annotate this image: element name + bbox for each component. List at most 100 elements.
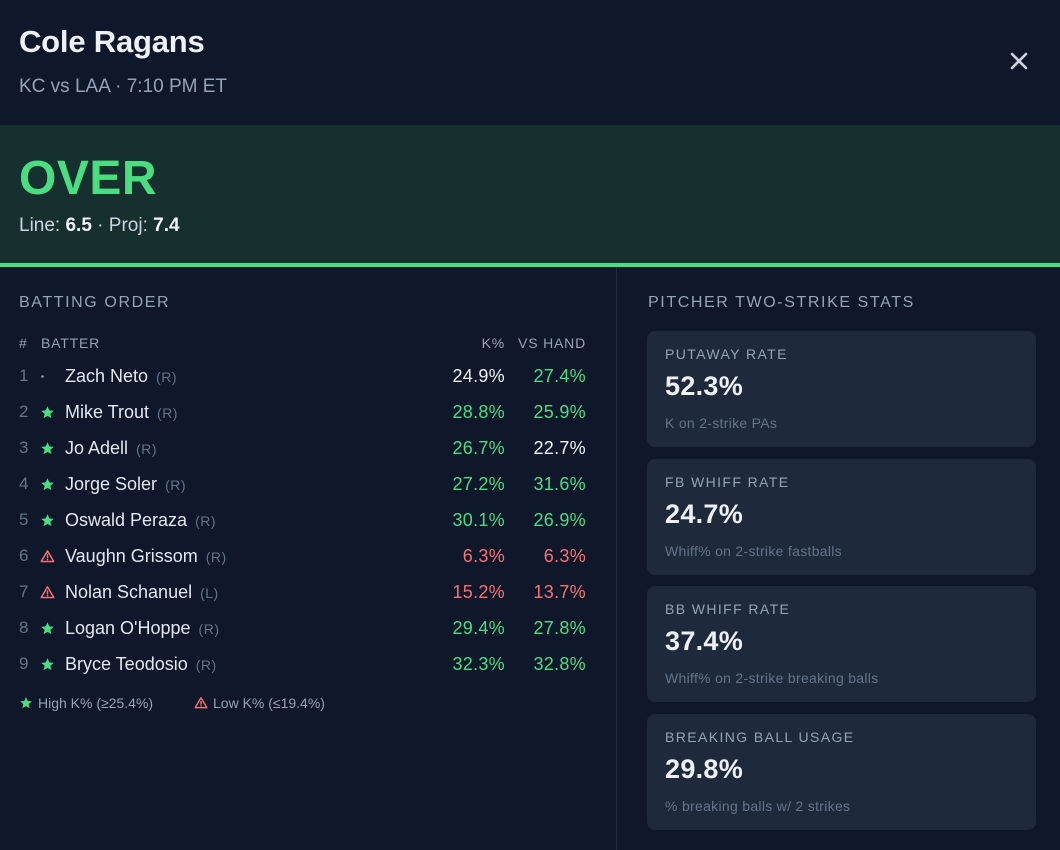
modal-header: Cole Ragans KC vs LAA · 7:10 PM ET	[0, 0, 1060, 125]
stat-label: PUTAWAY RATE	[665, 346, 788, 362]
vs-hand-rate: 26.9%	[533, 510, 586, 530]
k-rate: 24.9%	[452, 366, 505, 386]
batter-name: Bryce Teodosio	[65, 654, 188, 674]
batter-marker	[40, 621, 55, 636]
batter-hand: (R)	[205, 549, 227, 565]
verdict-line: Line: 6.5 · Proj: 7.4	[19, 215, 180, 237]
verdict-call: OVER	[19, 152, 158, 205]
table-row: 3 Jo Adell (R) 26.7% 22.7%	[0, 430, 616, 466]
verdict-banner: OVER Line: 6.5 · Proj: 7.4	[0, 125, 1060, 263]
batter-name: Nolan Schanuel	[65, 582, 193, 602]
k-rate: 30.1%	[452, 510, 505, 530]
vs-hand-rate: 25.9%	[533, 402, 586, 422]
vs-hand-rate: 32.8%	[533, 654, 586, 674]
batting-order-title: BATTING ORDER	[19, 294, 171, 311]
close-button[interactable]	[1004, 46, 1034, 76]
stat-label: BREAKING BALL USAGE	[665, 729, 855, 745]
legend-high-k: High K% (≥25.4%)	[19, 695, 153, 711]
col-header-num: #	[19, 335, 28, 351]
vs-hand-rate: 31.6%	[533, 474, 586, 494]
batter-name-cell: Oswald Peraza (R)	[65, 502, 216, 539]
k-rate: 15.2%	[452, 582, 505, 602]
col-header-k: K%	[481, 335, 505, 351]
proj-label: Proj:	[108, 215, 148, 236]
batter-marker	[40, 513, 55, 528]
table-row: 5 Oswald Peraza (R) 30.1% 26.9%	[0, 502, 616, 538]
proj-value: 7.4	[153, 215, 180, 236]
batting-position: 4	[19, 474, 29, 493]
batter-name-cell: Bryce Teodosio (R)	[65, 646, 217, 683]
dot-icon	[41, 375, 44, 378]
batter-name: Oswald Peraza	[65, 510, 188, 530]
pitcher-name: Cole Ragans	[19, 24, 205, 59]
star-icon	[41, 658, 54, 671]
panel-divider	[616, 267, 617, 850]
stat-label: BB WHIFF RATE	[665, 601, 791, 617]
verdict-separator: ·	[91, 215, 109, 236]
vs-hand-rate: 27.8%	[533, 618, 586, 638]
batter-marker	[40, 657, 55, 672]
k-rate: 27.2%	[452, 474, 505, 494]
batter-hand: (L)	[200, 585, 219, 601]
batter-hand: (R)	[198, 621, 220, 637]
table-row: 6 Vaughn Grissom (R) 6.3% 6.3%	[0, 538, 616, 574]
batter-hand: (R)	[195, 513, 216, 529]
table-row: 7 Nolan Schanuel (L) 15.2% 13.7%	[0, 574, 616, 610]
game-info: KC vs LAA · 7:10 PM ET	[19, 76, 228, 97]
batter-hand: (R)	[165, 477, 186, 493]
table-row: 2 Mike Trout (R) 28.8% 25.9%	[0, 394, 616, 430]
pitcher-stats-panel: PITCHER TWO-STRIKE STATS PUTAWAY RATE 52…	[617, 267, 1060, 850]
vs-hand-rate: 22.7%	[533, 438, 586, 458]
batter-name: Logan O'Hoppe	[65, 618, 191, 638]
batter-marker	[40, 585, 55, 600]
batting-position: 1	[19, 366, 29, 385]
close-icon	[1010, 52, 1028, 70]
batting-position: 3	[19, 438, 29, 457]
warning-icon	[40, 586, 55, 599]
batter-hand: (R)	[136, 441, 157, 457]
batter-hand: (R)	[195, 657, 217, 673]
table-row: 9 Bryce Teodosio (R) 32.3% 32.8%	[0, 646, 616, 682]
batter-name-cell: Mike Trout (R)	[65, 394, 178, 431]
stat-description: Whiff% on 2-strike fastballs	[665, 543, 842, 559]
col-header-vs-hand: VS HAND	[518, 335, 586, 351]
batter-name: Vaughn Grissom	[65, 546, 198, 566]
col-header-batter: BATTER	[41, 335, 100, 351]
batter-name-cell: Jorge Soler (R)	[65, 466, 186, 503]
table-row: 8 Logan O'Hoppe (R) 29.4% 27.8%	[0, 610, 616, 646]
legend-low-k: Low K% (≤19.4%)	[194, 695, 325, 711]
stat-card-putaway: PUTAWAY RATE 52.3% K on 2-strike PAs	[647, 331, 1036, 447]
star-icon	[41, 622, 54, 635]
stat-description: % breaking balls w/ 2 strikes	[665, 798, 851, 814]
batter-name-cell: Zach Neto (R)	[65, 358, 177, 395]
batter-hand: (R)	[157, 405, 178, 421]
table-row: 1 Zach Neto (R) 24.9% 27.4%	[0, 358, 616, 394]
batting-position: 5	[19, 510, 29, 529]
warning-icon	[194, 697, 208, 709]
batter-marker	[40, 549, 55, 564]
pitcher-stats-title: PITCHER TWO-STRIKE STATS	[648, 294, 915, 311]
batting-position: 7	[19, 582, 29, 601]
k-rate: 29.4%	[452, 618, 505, 638]
batter-marker	[40, 441, 55, 456]
stat-label: FB WHIFF RATE	[665, 474, 790, 490]
stat-value: 37.4%	[665, 626, 744, 656]
batter-name: Jorge Soler	[65, 474, 158, 494]
vs-hand-rate: 13.7%	[533, 582, 586, 602]
stat-value: 29.8%	[665, 754, 744, 784]
k-rate: 28.8%	[452, 402, 505, 422]
k-rate: 26.7%	[452, 438, 505, 458]
vs-hand-rate: 27.4%	[533, 366, 586, 386]
stat-description: K on 2-strike PAs	[665, 415, 778, 431]
star-icon	[41, 406, 54, 419]
batting-position: 2	[19, 402, 29, 421]
star-icon	[41, 442, 54, 455]
batter-name-cell: Vaughn Grissom (R)	[65, 538, 227, 575]
table-row: 4 Jorge Soler (R) 27.2% 31.6%	[0, 466, 616, 502]
k-rate: 6.3%	[462, 546, 505, 566]
line-value: 6.5	[65, 215, 92, 236]
k-rate: 32.3%	[452, 654, 505, 674]
batter-hand: (R)	[156, 369, 177, 385]
batter-marker	[40, 405, 55, 420]
verdict-accent-bar	[0, 263, 1060, 267]
